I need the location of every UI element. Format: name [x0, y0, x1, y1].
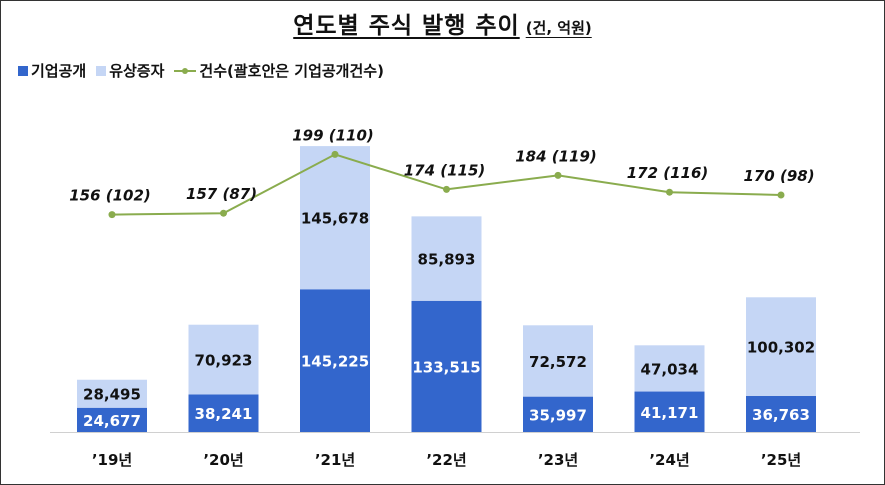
bar-rights-offering	[634, 345, 705, 392]
count-point	[554, 171, 562, 179]
data-label-ipo: 41,171	[641, 404, 699, 422]
count-label: 199 (110)	[292, 126, 374, 144]
legend-swatch-rights	[96, 65, 107, 76]
data-label-rights-offering: 70,923	[195, 352, 253, 370]
count-label: 174 (115)	[404, 161, 486, 179]
data-label-ipo: 145,225	[301, 353, 369, 371]
count-point	[220, 209, 227, 217]
data-label-rights-offering: 85,893	[418, 251, 476, 269]
bar-rights-offering	[77, 379, 147, 408]
bar-rights-offering	[523, 325, 593, 397]
data-label-ipo: 133,515	[412, 358, 480, 376]
count-label: 170 (98)	[743, 167, 814, 185]
count-point	[443, 185, 450, 193]
count-point	[331, 150, 339, 158]
x-tick-label: ’20년	[203, 451, 243, 469]
x-tick-label: ’24년	[649, 451, 689, 469]
count-label: 156 (102)	[69, 187, 151, 205]
count-label: 157 (87)	[186, 185, 257, 203]
x-tick-label: ’22년	[426, 451, 466, 469]
data-label-ipo: 38,241	[195, 405, 253, 423]
legend-line-icon	[174, 66, 197, 76]
bar-rights-offering	[746, 297, 816, 396]
data-label-rights-offering: 47,034	[641, 360, 699, 378]
bar-rights-offering	[188, 324, 259, 395]
data-label-rights-offering: 28,495	[83, 386, 141, 404]
data-label-rights-offering: 145,678	[301, 210, 369, 228]
data-label-rights-offering: 72,572	[529, 353, 587, 371]
count-point	[108, 211, 116, 219]
legend-label-rights: 유상증자	[109, 62, 165, 80]
data-label-ipo: 36,763	[752, 406, 810, 424]
bar-ipo	[188, 394, 259, 432]
data-label-ipo: 35,997	[529, 406, 587, 424]
count-label: 184 (119)	[515, 147, 597, 165]
bar-ipo	[746, 395, 816, 432]
bar-ipo	[300, 289, 370, 432]
legend-swatch-ipo	[18, 65, 28, 76]
count-point	[777, 191, 785, 199]
legend: 기업공개 유상증자 건수(괄호안은 기업공개건수)	[18, 60, 394, 81]
chart-title-block: 연도별 주식 발행 추이 (건, 억원)	[0, 6, 885, 40]
x-tick-label: ’25년	[761, 451, 801, 469]
count-point	[666, 188, 673, 196]
data-label-ipo: 24,677	[83, 412, 141, 430]
x-tick-label: ’19년	[92, 451, 132, 469]
legend-label-ipo: 기업공개	[31, 62, 87, 80]
chart-title: 연도별 주식 발행 추이	[293, 13, 520, 39]
bar-ipo	[523, 396, 593, 432]
legend-item-rights: 유상증자	[96, 60, 164, 81]
bar-ipo	[77, 407, 147, 432]
chart-unit: (건, 억원)	[525, 19, 592, 37]
legend-label-count: 건수(괄호안은 기업공개건수)	[199, 62, 384, 80]
legend-item-count: 건수(괄호안은 기업공개건수)	[174, 60, 384, 81]
bar-ipo	[411, 300, 482, 432]
bar-ipo	[634, 391, 705, 432]
x-tick-label: ’21년	[315, 451, 355, 469]
legend-item-ipo: 기업공개	[18, 60, 86, 81]
data-label-rights-offering: 100,302	[747, 339, 815, 357]
bar-rights-offering	[411, 216, 482, 301]
x-tick-label: ’23년	[538, 451, 578, 469]
count-label: 172 (116)	[627, 164, 709, 182]
bar-rights-offering	[300, 146, 370, 290]
